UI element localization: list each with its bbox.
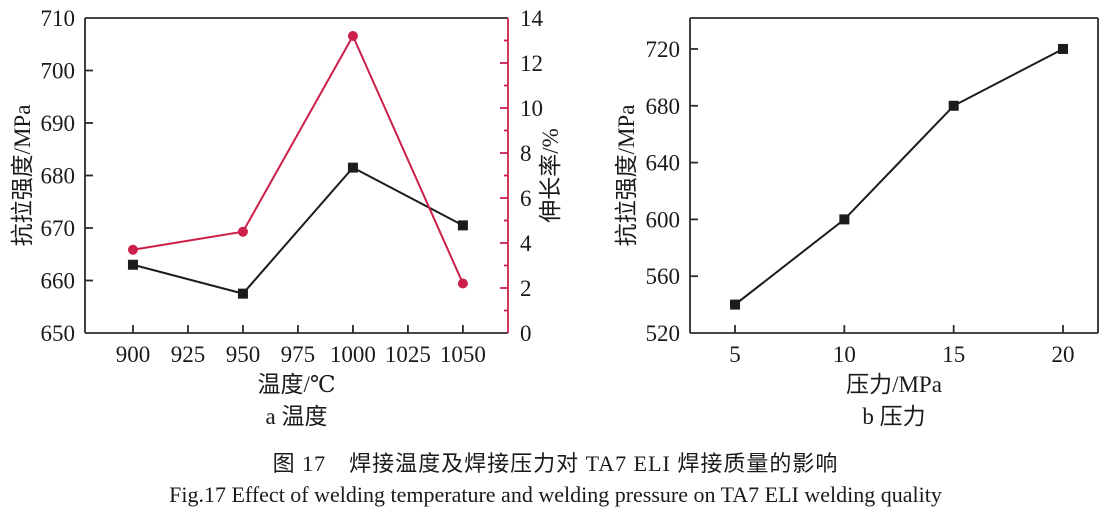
series-tensile-strength-marker bbox=[839, 214, 850, 225]
y-tick-label: 650 bbox=[41, 321, 76, 346]
panel-b: 520 560 600 640 680 720 5 10 15 20 压力/MPa 抗拉强度/MPa b… bbox=[614, 17, 1099, 429]
x-tick-label: 15 bbox=[942, 342, 965, 367]
figure-caption-en: Fig.17 Effect of welding temperature and… bbox=[169, 482, 942, 507]
y2-tick-label: 14 bbox=[520, 6, 544, 31]
series-tensile-strength-marker bbox=[347, 162, 358, 173]
y-tick-label: 680 bbox=[41, 164, 76, 189]
series-elongation-marker bbox=[237, 226, 248, 237]
x-tick-label: 925 bbox=[171, 342, 206, 367]
x-tick-label: 950 bbox=[226, 342, 261, 367]
y2-tick-label: 6 bbox=[520, 186, 532, 211]
y-tick-label: 660 bbox=[41, 269, 76, 294]
y-axis-title: 抗拉强度/MPa bbox=[10, 105, 35, 247]
series-elongation-marker bbox=[347, 31, 358, 41]
series-elongation-marker bbox=[457, 278, 468, 289]
y2-tick-label: 0 bbox=[520, 321, 532, 346]
charts-canvas: 650 660 670 680 690 700 710 0 2 4 6 8 10 12 14 900 925 95… bbox=[10, 6, 1099, 429]
panel-a: 650 660 670 680 690 700 710 0 2 4 6 8 10 12 14 900 925 95… bbox=[10, 6, 563, 429]
series-tensile-strength-marker bbox=[730, 299, 741, 310]
y-tick-label: 640 bbox=[646, 151, 681, 176]
x-tick-label: 10 bbox=[833, 342, 856, 367]
series-tensile-strength-marker bbox=[457, 220, 468, 231]
y-tick-label: 560 bbox=[646, 264, 681, 289]
series-tensile-strength-marker bbox=[127, 259, 138, 270]
series-tensile-strength-line bbox=[734, 48, 1064, 306]
y-tick-label: 700 bbox=[41, 59, 76, 84]
y-tick-label: 690 bbox=[41, 111, 76, 136]
panel-sub-caption: a 温度 bbox=[266, 404, 328, 429]
x-tick-label: 5 bbox=[729, 342, 741, 367]
series-elongation-line bbox=[132, 33, 464, 284]
figure-caption-zh: 图 17 焊接温度及焊接压力对 TA7 ELI 焊接质量的影响 bbox=[272, 451, 839, 476]
y-axis-title: 抗拉强度/MPa bbox=[614, 105, 639, 247]
x-tick-label: 1025 bbox=[385, 342, 431, 367]
series-tensile-strength-marker bbox=[948, 100, 959, 111]
y2-tick-label: 10 bbox=[520, 96, 543, 121]
series-tensile-strength-marker bbox=[1058, 43, 1069, 54]
x-tick-label: 900 bbox=[116, 342, 151, 367]
y-tick-label: 680 bbox=[646, 94, 681, 119]
y2-tick-label: 8 bbox=[520, 141, 532, 166]
x-axis-title: 温度/℃ bbox=[257, 372, 335, 397]
y-tick-label: 520 bbox=[646, 321, 681, 346]
series-elongation-marker bbox=[127, 244, 138, 255]
y-tick-label: 670 bbox=[41, 216, 76, 241]
x-axis-title: 压力/MPa bbox=[846, 372, 942, 397]
series-tensile-strength-line bbox=[132, 166, 464, 295]
y-tick-label: 600 bbox=[646, 207, 681, 232]
x-tick-label: 1000 bbox=[330, 342, 376, 367]
y-tick-label: 710 bbox=[41, 6, 76, 31]
x-tick-label: 20 bbox=[1052, 342, 1075, 367]
y2-axis-title: 伸长率/% bbox=[538, 128, 563, 223]
panel-sub-caption: b 压力 bbox=[862, 404, 925, 429]
x-tick-label: 975 bbox=[281, 342, 316, 367]
x-tick-label: 1050 bbox=[440, 342, 486, 367]
y-tick-label: 720 bbox=[646, 37, 681, 62]
series-tensile-strength-marker bbox=[237, 288, 248, 299]
y2-tick-label: 2 bbox=[520, 276, 532, 301]
y2-tick-label: 4 bbox=[520, 231, 532, 256]
y2-tick-label: 12 bbox=[520, 51, 543, 76]
